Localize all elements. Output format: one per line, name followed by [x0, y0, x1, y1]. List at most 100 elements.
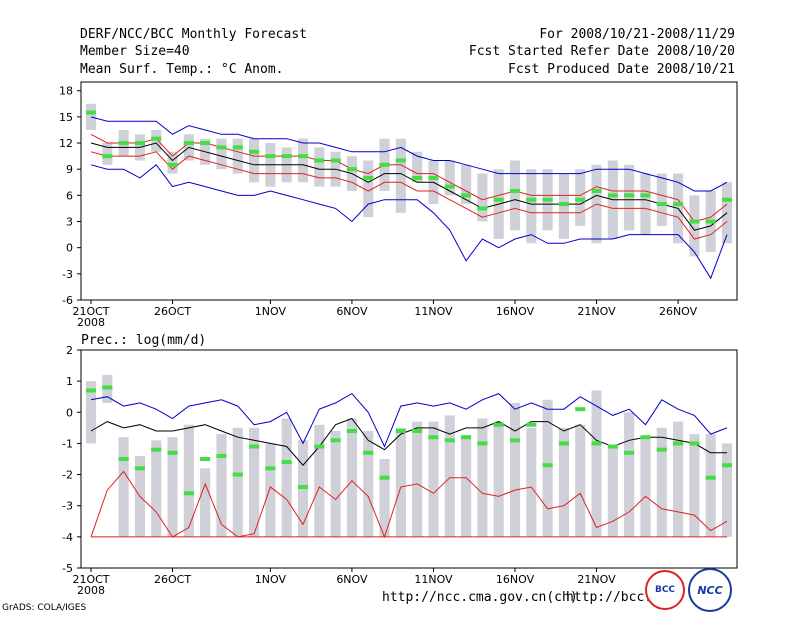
- y-tick-label: 18: [59, 85, 73, 98]
- y-tick-label: -5: [62, 562, 73, 575]
- y-tick-label: -6: [62, 294, 73, 307]
- lower-percentile-line: [90, 470, 728, 539]
- median-marker: [232, 145, 243, 150]
- spread-bar: [412, 421, 423, 537]
- median-marker: [624, 193, 635, 198]
- median-marker: [689, 441, 700, 446]
- ncc-logo: NCC: [688, 568, 732, 612]
- spread-bar: [689, 434, 700, 537]
- median-marker: [477, 206, 488, 211]
- median-marker: [591, 441, 602, 446]
- median-marker: [558, 202, 569, 207]
- median-marker: [575, 197, 586, 202]
- spread-bar: [477, 173, 488, 222]
- panel-title: Prec.: log(mm/d): [81, 333, 206, 348]
- variable-label: Mean Surf. Temp.: °C Anom.: [80, 62, 284, 77]
- y-tick-label: -2: [62, 469, 73, 482]
- median-marker: [151, 447, 162, 452]
- median-marker: [183, 141, 194, 146]
- median-marker: [640, 435, 651, 440]
- median-marker: [330, 438, 341, 443]
- median-marker: [656, 447, 667, 452]
- median-marker: [200, 457, 211, 461]
- median-marker: [673, 441, 684, 446]
- median-marker: [705, 475, 716, 480]
- median-marker: [363, 450, 374, 455]
- spread-bar: [232, 427, 243, 537]
- median-marker: [542, 197, 553, 202]
- spread-bar: [297, 138, 309, 183]
- median-marker: [640, 193, 651, 198]
- spread-bar: [526, 169, 537, 244]
- spread-bar: [624, 164, 635, 231]
- spread-bar: [85, 103, 97, 130]
- median-marker: [134, 466, 145, 471]
- x-tick-label: 1NOV: [255, 573, 287, 586]
- median-marker: [200, 141, 211, 146]
- spread-bar: [363, 160, 374, 218]
- median-marker: [705, 219, 716, 224]
- spread-bar: [216, 138, 227, 170]
- y-tick-label: -4: [62, 531, 73, 544]
- spread-bar: [216, 434, 227, 537]
- median-marker: [575, 407, 586, 412]
- spread-bar: [346, 418, 357, 537]
- ensemble-mean-line: [90, 142, 728, 231]
- spread-bar: [428, 421, 439, 537]
- median-marker: [102, 154, 113, 159]
- median-marker: [428, 435, 439, 440]
- y-tick-label: 3: [66, 216, 73, 229]
- median-marker: [265, 466, 276, 471]
- median-marker: [314, 444, 325, 449]
- y-tick-label: 6: [66, 189, 73, 202]
- median-marker: [607, 193, 618, 198]
- median-marker: [216, 453, 227, 458]
- median-marker: [493, 197, 504, 202]
- url-ncc[interactable]: http://ncc.cma.gov.cn(ch): [382, 590, 578, 605]
- ensemble-mean-line: [90, 417, 727, 466]
- upper-spread-line: [90, 133, 728, 223]
- produced-date: Fcst Produced Date 2008/10/21: [508, 62, 735, 77]
- spread-bar: [85, 381, 97, 444]
- median-marker: [167, 162, 178, 167]
- spread-bar: [526, 427, 537, 537]
- spread-bar: [656, 427, 667, 537]
- median-marker: [591, 189, 602, 193]
- median-marker: [265, 154, 276, 159]
- upper-percentile-line: [90, 392, 728, 448]
- member-size: Member Size=40: [80, 44, 190, 59]
- median-marker: [526, 197, 537, 202]
- spread-bar: [640, 173, 651, 235]
- spread-bar: [232, 138, 243, 174]
- spread-bar: [330, 430, 341, 537]
- median-marker: [526, 422, 537, 427]
- spread-bar: [395, 138, 406, 213]
- forecast-period: For 2008/10/21-2008/11/29: [539, 27, 735, 42]
- y-tick-label: 9: [66, 163, 73, 176]
- median-marker: [346, 167, 357, 172]
- temperature-panel: -6 -3 0 3 6 9 12 15 18 21OCT 26OCT 1NOV 6NOV 11NOV 16N…: [59, 81, 738, 329]
- spread-bar: [542, 399, 553, 537]
- x-tick-label: 16NOV: [496, 573, 535, 586]
- spread-bar: [558, 427, 569, 537]
- median-marker: [656, 202, 667, 207]
- median-marker: [509, 189, 521, 193]
- spread-bar: [314, 424, 325, 537]
- spread-bar: [705, 434, 716, 537]
- median-marker: [395, 428, 406, 433]
- median-marker: [281, 154, 292, 159]
- y-tick-label: 1: [66, 375, 73, 388]
- median-marker: [118, 141, 129, 146]
- x-tick-label: 26NOV: [659, 305, 698, 318]
- median-marker: [477, 441, 488, 446]
- spread-bar: [265, 443, 276, 537]
- spread-bar: [509, 160, 521, 231]
- url-bcc[interactable]: http://bcc.: [566, 590, 653, 605]
- median-marker: [412, 175, 423, 180]
- spread-bar: [183, 424, 194, 537]
- median-marker: [444, 438, 455, 443]
- start-date: Fcst Started Refer Date 2008/10/20: [468, 44, 735, 59]
- spread-bar: [167, 151, 178, 174]
- median-marker: [314, 158, 325, 163]
